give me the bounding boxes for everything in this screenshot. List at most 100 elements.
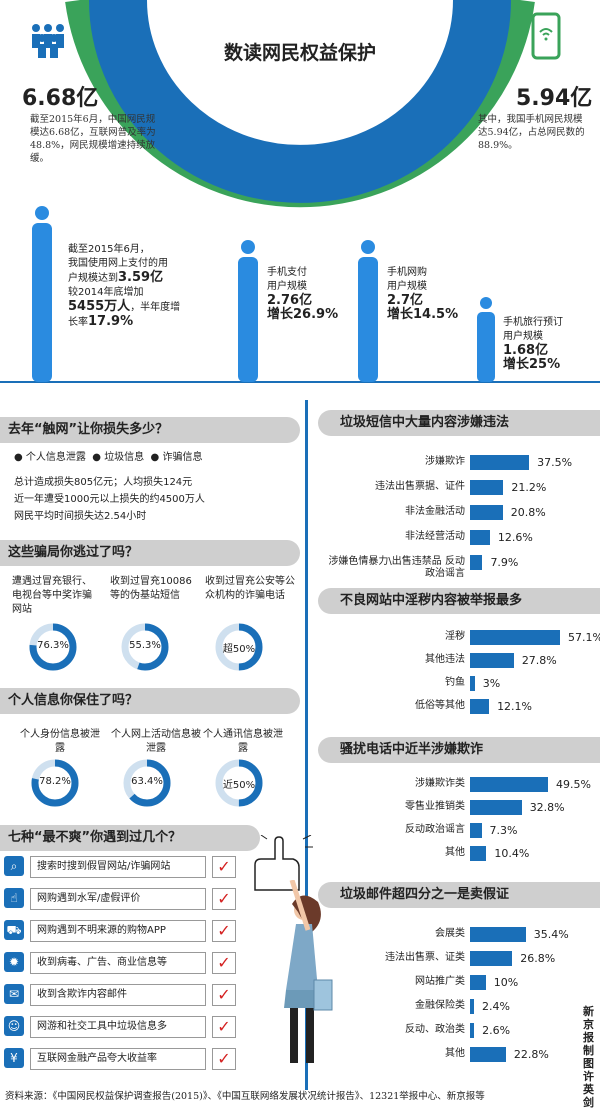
annoyance-item: 搜索时搜到假冒网站/诈骗网站 — [30, 856, 206, 878]
bar — [470, 480, 504, 495]
mail-title: 垃圾邮件超四分之一是卖假证 — [318, 882, 600, 908]
bar-value: 7.9% — [490, 556, 519, 569]
check-icon: ✓ — [212, 952, 236, 974]
bar — [470, 927, 526, 942]
virus-icon: ✹ — [4, 952, 24, 972]
annoyance-item: 收到病毒、广告、商业信息等 — [30, 952, 206, 974]
annoyance-item: 网游和社交工具中垃圾信息多 — [30, 1016, 206, 1038]
annoyance-item: 网购遇到不明来源的购物APP — [30, 920, 206, 942]
privacy-donut-2 — [123, 759, 171, 807]
bar-label: 其他 — [445, 1048, 465, 1059]
donut-arc — [31, 759, 79, 807]
loss-legend: ● 个人信息泄露 ● 垃圾信息 ● 诈骗信息 — [14, 452, 203, 463]
check-icon: ✓ — [212, 856, 236, 878]
check-icon: ✓ — [212, 984, 236, 1006]
scam-text-3: 收到过冒充公安等公众机构的诈骗电话 — [205, 576, 295, 601]
bar-label: 网站推广类 — [415, 976, 465, 987]
bar-label: 非法金融活动 — [405, 506, 465, 517]
bar — [470, 1047, 506, 1062]
bar-label: 涉嫌欺诈 — [425, 456, 465, 467]
bar-label: 反动、政治类 — [405, 1024, 465, 1035]
bar — [470, 530, 490, 545]
privacy-text-3: 个人通讯信息被泄露 — [203, 729, 283, 754]
bar-value: 20.8% — [510, 506, 546, 519]
stat-mobile-pay: 手机支付 用户规模 2.76亿 增长26.9% — [267, 267, 339, 322]
privacy-pct-1: 78.2% — [39, 776, 71, 787]
bar — [470, 999, 474, 1014]
bar — [470, 800, 522, 815]
check-icon: ✓ — [212, 1016, 236, 1038]
bar-value: 32.8% — [529, 801, 565, 814]
privacy-text-2: 个人网上活动信息被泄露 — [111, 729, 201, 754]
bar-value: 49.5% — [556, 778, 591, 791]
privacy-title: 个人信息你保住了吗？ — [0, 688, 300, 714]
check-icon: ✓ — [212, 888, 236, 910]
loss-line-2: 近一年遭受1000元以上损失的约4500万人 — [14, 494, 205, 505]
check-icon: ✓ — [212, 1048, 236, 1070]
annoyance-item: 互联网金融产品夸大收益率 — [30, 1048, 206, 1070]
bar-value: 21.2% — [511, 481, 547, 494]
top-section: 数读网民权益保护 6.68亿 截至2015年6月，中国网民规模达6.68亿，互联… — [0, 0, 600, 395]
bar — [470, 951, 513, 966]
page-title: 数读网民权益保护 — [223, 42, 376, 64]
scam-title: 这些骗局你逃过了吗？ — [0, 540, 300, 566]
bar-label: 低俗等其他 — [415, 700, 465, 711]
loss-line-3: 网民平均时间损失达2.54小时 — [14, 511, 147, 522]
scam-text-2: 收到过冒充10086等的伪基站短信 — [110, 576, 192, 601]
bar-value: 37.5% — [537, 456, 573, 469]
bar-value: 12.6% — [497, 531, 533, 544]
bar — [470, 455, 530, 470]
annoyance-item: 网购遇到水军/虚假评价 — [30, 888, 206, 910]
mail-icon: ✉ — [4, 984, 24, 1004]
donut-arc — [215, 759, 263, 807]
privacy-donut-1 — [31, 759, 79, 807]
bar-label: 零售业推销类 — [405, 801, 465, 812]
bar-value: 57.1% — [568, 631, 600, 644]
scam-pct-3: 超50% — [222, 644, 256, 655]
stat-mobile-travel: 手机旅行预订 用户规模 1.68亿 增长25% — [503, 317, 563, 372]
donut-arc — [29, 623, 77, 671]
scam-donut-3 — [215, 623, 263, 671]
bar-label: 违法出售票、证类 — [385, 952, 465, 963]
crowd-icon — [28, 22, 68, 62]
bar-value: 26.8% — [520, 952, 556, 965]
loss-title: 去年“触网”让你损失多少？ — [0, 417, 300, 443]
bar-label: 反动政治谣言 — [405, 824, 465, 835]
phone-icon — [530, 12, 562, 60]
annoyance-item: 收到含欺诈内容邮件 — [30, 984, 206, 1006]
bar-value: 10.4% — [494, 847, 530, 860]
donut-arc — [121, 623, 169, 671]
bar-value: 35.4% — [533, 928, 569, 941]
bar — [470, 1023, 475, 1038]
thumb-icon: ☝ — [4, 888, 24, 908]
bar-value: 10% — [493, 976, 519, 989]
donut-arc — [123, 759, 171, 807]
scam-pct-2: 55.3% — [129, 640, 161, 651]
netizen-desc: 截至2015年6月，中国网民规模达6.68亿，互联网普及率为48.8%，网民规模… — [30, 114, 156, 164]
bar-value: 22.8% — [513, 1048, 549, 1061]
bar — [470, 630, 560, 645]
privacy-pct-2: 63.4% — [131, 776, 163, 787]
stat-mobile-shopping: 手机网购 用户规模 2.7亿 增长14.5% — [387, 267, 459, 322]
bar-label: 其他违法 — [425, 654, 465, 665]
sms-title: 垃圾短信中大量内容涉嫌违法 — [318, 410, 600, 436]
bar — [470, 777, 549, 792]
bar — [470, 676, 475, 691]
web-title: 不良网站中淫秽内容被举报最多 — [318, 588, 600, 614]
online-pay-users: 3.59亿 — [118, 270, 164, 285]
mobile-desc: 其中，我国手机网民规模达5.94亿，占总网民数的88.9%。 — [478, 114, 585, 151]
chat-icon: ☺ — [4, 1016, 24, 1036]
bar-label: 涉嫌色情暴力\出售违禁品 反动政治谣言 — [328, 556, 465, 579]
scam-donut-1 — [29, 623, 77, 671]
bar-value: 12.1% — [497, 700, 533, 713]
cart-icon: ⛟ — [4, 920, 24, 940]
bar — [470, 653, 514, 668]
call-title: 骚扰电话中近半涉嫌欺诈 — [318, 737, 600, 763]
search-icon: ⌕ — [4, 856, 24, 876]
bar — [470, 699, 490, 714]
bar-label: 金融保险类 — [415, 1000, 465, 1011]
privacy-donut-3 — [215, 759, 263, 807]
bar-label: 非法经营活动 — [405, 531, 465, 542]
credit: 新京报制图 许英剑 — [583, 1005, 594, 1109]
netizen-count: 6.68亿 — [22, 86, 99, 111]
